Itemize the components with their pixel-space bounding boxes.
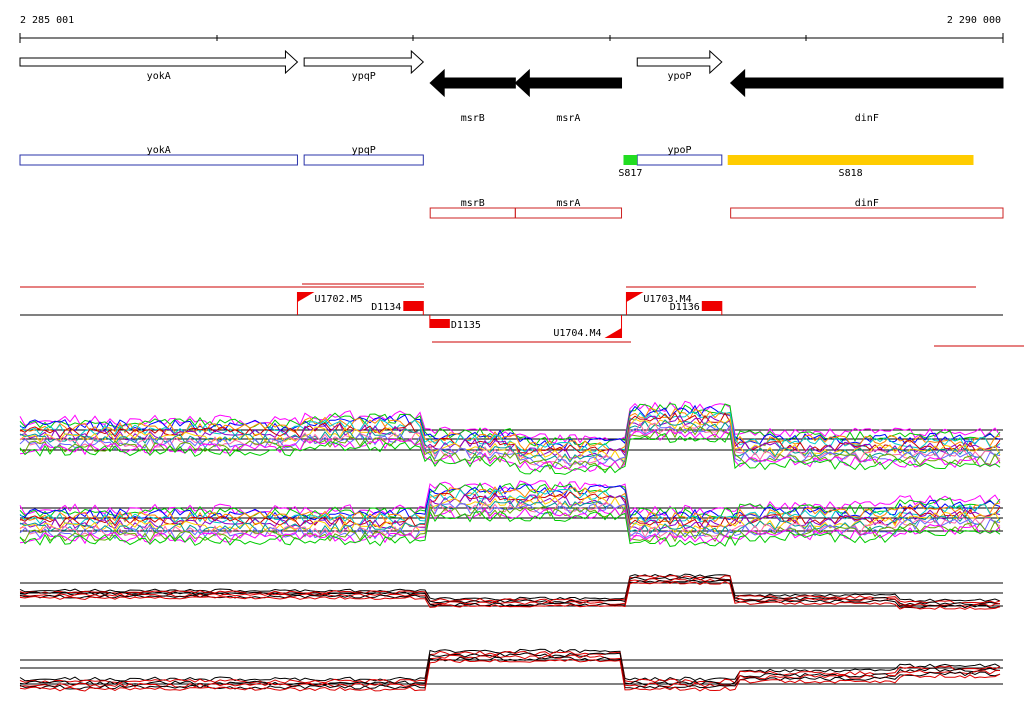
expression-trace: [19, 407, 1001, 452]
expression-trace: [19, 400, 1001, 444]
transcript-label-yokA: yokA: [147, 145, 171, 156]
expression-trace: [19, 411, 1001, 454]
expression-trace: [19, 648, 1001, 682]
downshift-block-D1134[interactable]: [403, 301, 424, 311]
transcript-box-ypqP[interactable]: [303, 154, 424, 166]
gene-arrow-msrB[interactable]: [429, 68, 516, 98]
expression-trace: [19, 656, 1001, 690]
transcript-box-yokA[interactable]: [19, 154, 298, 166]
transcript-label-msrB: msrB: [461, 198, 485, 209]
expression-panel-3: [19, 573, 1003, 610]
gene-arrow-ypoP[interactable]: [636, 49, 723, 75]
gene-label-yokA: yokA: [147, 71, 171, 82]
transcript-track: yokA ypqP ypoP msrB msrA dinF S817 S818: [19, 145, 1004, 219]
expression-trace: [19, 581, 1001, 610]
expression-panel-2: [19, 480, 1003, 547]
expression-trace: [19, 654, 1001, 688]
transcript-box-ypoP[interactable]: [636, 154, 723, 166]
upshift-flag-U1703.M4[interactable]: [626, 292, 644, 302]
expression-trace: [19, 430, 1001, 475]
upshift-label-U1702.M5: U1702.M5: [314, 294, 362, 305]
expression-trace: [19, 429, 1001, 472]
expression-panel-1: [19, 400, 1003, 475]
transcript-box-dinF[interactable]: [730, 207, 1004, 219]
expression-trace: [19, 579, 1001, 609]
gene-arrow-ypqP[interactable]: [303, 49, 425, 75]
gene-label-msrA: msrA: [556, 113, 580, 124]
expression-trace: [19, 493, 1001, 531]
gene-label-msrB: msrB: [461, 113, 485, 124]
expression-trace: [19, 486, 1001, 524]
expression-trace: [19, 403, 1001, 447]
segment-label-S817: S817: [618, 168, 642, 179]
transcript-label-ypoP: ypoP: [667, 145, 691, 156]
expression-trace: [19, 426, 1001, 471]
ruler-end-label: 2 290 000: [947, 15, 1001, 26]
upshift-flag-U1702.M5[interactable]: [297, 292, 315, 302]
transcript-box-msrB[interactable]: [429, 207, 516, 219]
downshift-label-D1135: D1135: [451, 320, 481, 331]
upshift-label-U1704.M4: U1704.M4: [553, 328, 601, 339]
position-ruler: 2 285 001 2 290 000: [19, 15, 1004, 43]
transcript-label-dinF: dinF: [855, 198, 879, 209]
expression-trace: [19, 414, 1001, 459]
segment-S818[interactable]: [727, 155, 974, 165]
expression-trace: [19, 480, 1001, 517]
expression-trace: [19, 658, 1001, 692]
expression-trace: [19, 507, 1001, 546]
gene-arrow-msrA[interactable]: [514, 68, 623, 98]
segment-label-S818: S818: [839, 168, 863, 179]
transcript-label-ypqP: ypqP: [352, 145, 376, 156]
gene-label-ypoP: ypoP: [667, 71, 691, 82]
downshift-block-D1135[interactable]: [429, 319, 450, 328]
gene-label-dinF: dinF: [855, 113, 879, 124]
expression-trace: [19, 504, 1001, 543]
expression-trace: [19, 419, 1001, 463]
segment-S817[interactable]: [623, 155, 638, 165]
gene-label-ypqP: ypqP: [352, 71, 376, 82]
expression-trace: [19, 417, 1001, 462]
upshift-label-U1703.M4: U1703.M4: [643, 294, 691, 305]
shift-track: U1702.M5 U1703.M4 U1704.M4 D1134 D1135 D1136: [20, 283, 1024, 347]
downshift-block-D1136[interactable]: [701, 301, 722, 311]
expression-trace: [19, 510, 1001, 547]
expression-trace: [19, 575, 1001, 604]
gene-arrow-dinF[interactable]: [729, 68, 1004, 98]
upshift-flag-U1704.M4[interactable]: [604, 328, 622, 338]
expression-trace: [19, 650, 1001, 684]
expression-trace: [19, 496, 1001, 534]
gene-arrow-yokA[interactable]: [19, 49, 299, 75]
expression-trace: [19, 488, 1001, 526]
expression-trace: [19, 499, 1001, 536]
gene-track: yokA ypqP msrB msrA ypoP dinF: [19, 49, 1004, 124]
downshift-label-D1134: D1134: [371, 302, 401, 313]
downshift-label-D1136: D1136: [670, 302, 700, 313]
transcript-box-msrA[interactable]: [514, 207, 623, 219]
transcript-label-msrA: msrA: [556, 198, 580, 209]
ruler-start-label: 2 285 001: [20, 15, 74, 26]
expression-panel-4: [19, 648, 1003, 692]
